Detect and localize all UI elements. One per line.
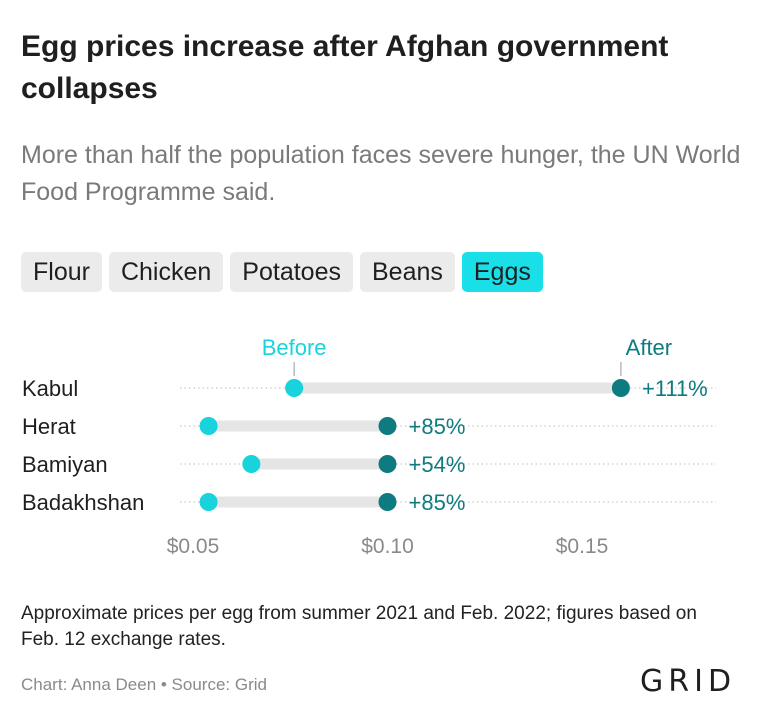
before-dot (285, 379, 304, 397)
change-label: +54% (409, 452, 466, 477)
after-dot (378, 455, 397, 473)
commodity-tabs: Flour Chicken Potatoes Beans Eggs (21, 252, 543, 292)
tab-beans[interactable]: Beans (359, 252, 455, 292)
chart-subtitle: More than half the population faces seve… (21, 141, 741, 206)
change-label: +85% (409, 490, 466, 515)
chart-title: Egg prices increase after Afghan governm… (21, 30, 669, 105)
after-dot (611, 379, 630, 397)
tab-eggs[interactable]: Eggs (461, 252, 543, 292)
change-label: +85% (409, 414, 466, 439)
before-dot (199, 493, 218, 511)
category-label: Herat (22, 414, 76, 439)
category-label: Badakhshan (22, 490, 144, 515)
grid-logo: GRID (640, 664, 737, 699)
chart-credit: Chart: Anna Deen • Source: Grid (21, 675, 267, 694)
tab-flour[interactable]: Flour (21, 252, 102, 292)
category-label: Kabul (22, 376, 78, 401)
x-tick-label: $0.15 (556, 535, 609, 558)
before-dot (242, 455, 261, 473)
after-dot (378, 493, 397, 511)
x-tick-label: $0.10 (361, 535, 414, 558)
after-dot (378, 417, 397, 435)
x-tick-label: $0.05 (167, 535, 220, 558)
after-series-label: After (626, 335, 672, 360)
tab-chicken[interactable]: Chicken (108, 252, 224, 292)
before-series-label: Before (262, 335, 327, 360)
chart-note: Approximate prices per egg from summer 2… (21, 603, 697, 650)
category-label: Bamiyan (22, 452, 108, 477)
dumbbell-chart: Kabul +111% Herat +85% Bamiyan +54% Badakhshan… (22, 335, 716, 558)
before-dot (199, 417, 218, 435)
change-label: +111% (642, 376, 708, 401)
tab-potatoes[interactable]: Potatoes (230, 252, 353, 292)
